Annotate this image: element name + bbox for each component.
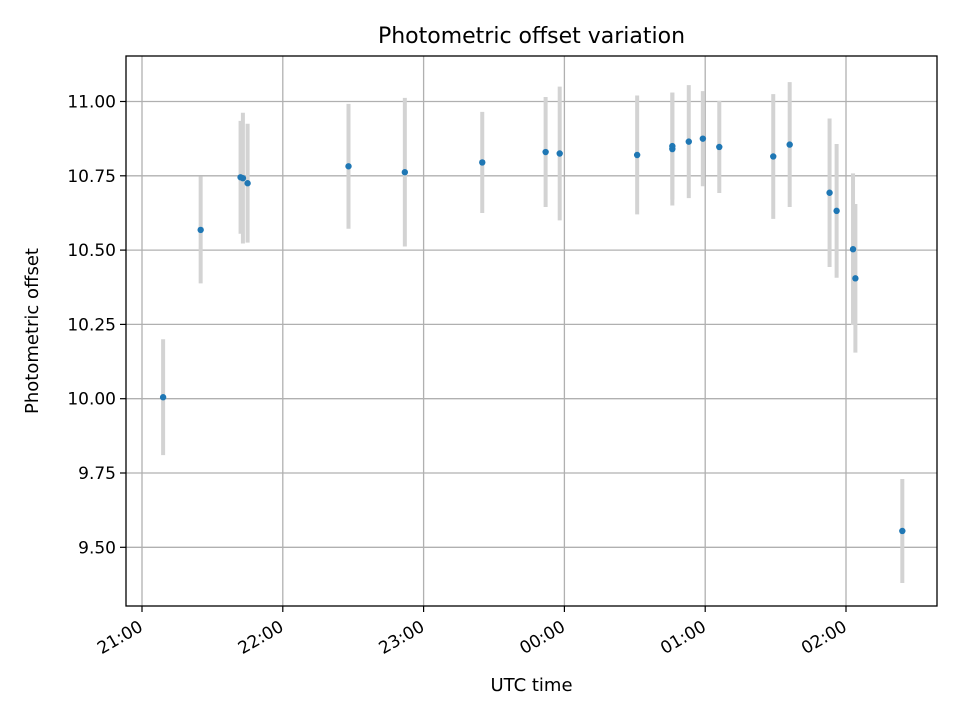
plot-frame: [125, 55, 938, 607]
data-point: [479, 159, 486, 166]
data-point: [633, 151, 641, 159]
x-axis-label: UTC time: [490, 675, 572, 696]
data-point: [716, 143, 723, 151]
data-point: [239, 174, 247, 182]
data-point: [699, 135, 707, 142]
data-point: [159, 394, 167, 401]
y-tick-label: 10.50: [67, 241, 116, 261]
data-point: [685, 138, 692, 145]
data-point: [826, 189, 833, 196]
y-tick-label: 10.75: [67, 167, 116, 187]
y-tick-label: 9.75: [78, 464, 116, 484]
data-point: [345, 163, 352, 170]
data-point: [669, 142, 676, 150]
data-point: [786, 141, 793, 148]
data-point: [401, 169, 409, 176]
data-point: [542, 148, 549, 156]
data-point: [899, 527, 906, 535]
y-tick-label: 10.25: [67, 315, 116, 335]
data-point: [244, 180, 251, 187]
data-point: [197, 226, 204, 234]
data-points: [159, 135, 906, 535]
chart-title: Photometric offset variation: [378, 24, 685, 49]
y-axis-label: Photometric offset: [22, 248, 43, 414]
y-axis-ticks: 9.50 9.75 10.00 10.25 10.50 10.75 11.00: [67, 93, 126, 558]
data-point: [833, 207, 840, 215]
data-point: [852, 275, 859, 282]
y-tick-label: 10.00: [67, 390, 116, 410]
data-point: [770, 153, 777, 160]
data-point: [556, 150, 563, 157]
y-tick-label: 9.50: [78, 538, 116, 558]
grid-lines: [126, 56, 937, 606]
data-point: [849, 246, 857, 253]
y-tick-label: 11.00: [67, 93, 116, 113]
